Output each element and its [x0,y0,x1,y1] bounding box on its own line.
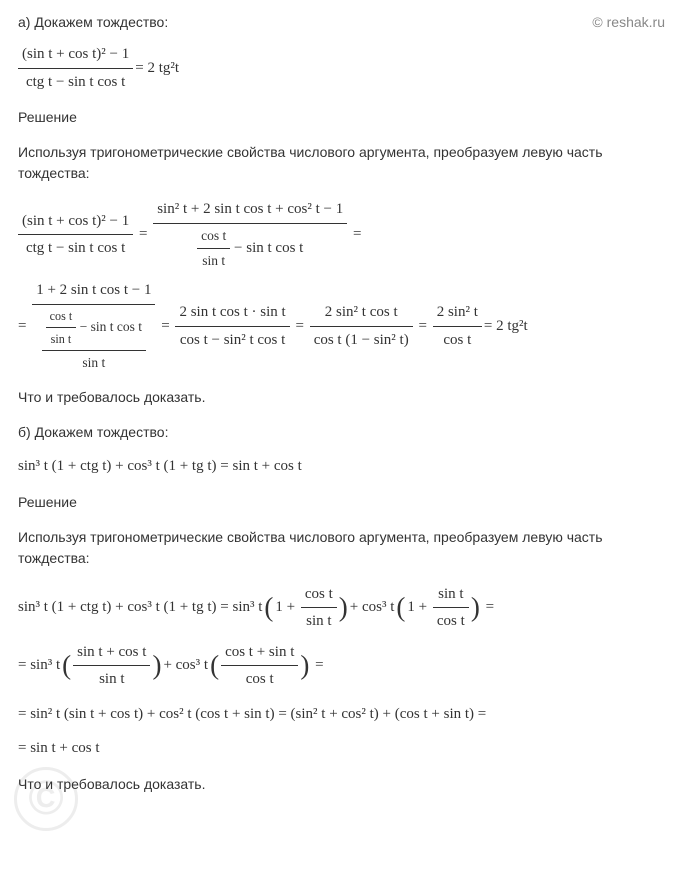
paren-close: ) [300,645,309,686]
inner-num: cos t [197,226,230,249]
line1-start: sin³ t (1 + ctg t) + cos³ t (1 + tg t) =… [18,596,262,619]
d: sin t [46,328,77,348]
equals: = [135,223,151,246]
part-b-chain-row4: = sin t + cos t [18,737,665,760]
chain-a-step6-num: 2 sin² t [433,301,482,327]
f1d: sin t [73,666,150,691]
part-a-solution-label: Решение [18,107,665,128]
part-a-title: а) Докажем тождество: [18,12,665,33]
den-after: − sin t cos t [234,240,303,256]
part-b-chain-row3: = sin² t (sin t + cos t) + cos² t (cos t… [18,703,665,726]
f1n: sin t + cos t [73,641,150,667]
equals: = [157,315,173,338]
part-b-conclusion: Что и требовалось доказать. [18,774,665,795]
identity-a-num: (sin t + cos t)² − 1 [18,43,133,69]
part-a-chain-row2: = 1 + 2 sin t cos t − 1 cos t sin t − si… [18,279,665,373]
equals: = [415,315,431,338]
part-b-chain-row1: sin³ t (1 + ctg t) + cos³ t (1 + tg t) =… [18,583,665,633]
chain-a-step3-num: 1 + 2 sin t cos t − 1 [32,279,155,305]
part-a-intro: Используя тригонометрические свойства чи… [18,142,665,184]
part-b-identity: sin³ t (1 + ctg t) + cos³ t (1 + tg t) =… [18,455,665,478]
after: − sin t cos t [80,318,142,333]
equals: = [482,596,494,619]
equals: = [311,654,323,677]
n: cos t [46,307,77,328]
line2-mid: + cos³ t [163,654,208,677]
step3-top: cos t sin t − sin t cos t [42,307,146,351]
paren-close: ) [152,645,161,686]
equals: = [18,315,30,338]
paren-open: ( [396,587,405,628]
chain-a-step2-den: cos t sin t − sin t cos t [153,224,347,272]
paren-close: ) [471,587,480,628]
part-a-identity: (sin t + cos t)² − 1 ctg t − sin t cos t… [18,43,665,93]
f2n: cos t + sin t [221,641,298,667]
chain-a-step6-den: cos t [433,327,482,352]
equals: = [292,315,308,338]
one-plus: 1 + [407,596,430,619]
step3-bottom: sin t [42,351,146,373]
paren-close: ) [339,587,348,628]
document-content: а) Докажем тождество: (sin t + cos t)² −… [18,12,665,795]
f2d: cos t [433,608,469,633]
f1d: sin t [301,608,337,633]
part-b-intro: Используя тригонометрические свойства чи… [18,527,665,569]
paren-open: ( [264,587,273,628]
paren-open: ( [62,645,71,686]
equals: = [349,223,361,246]
part-b-chain-row2: = sin³ t ( sin t + cos t sin t ) + cos³ … [18,641,665,691]
chain-a-step4-num: 2 sin t cos t · sin t [175,301,289,327]
chain-a-step3-den: cos t sin t − sin t cos t sin t [32,305,155,374]
inner-den: sin t [197,249,230,271]
f1n: cos t [301,583,337,609]
part-a-conclusion: Что и требовалось доказать. [18,387,665,408]
line2-start: = sin³ t [18,654,60,677]
chain-a-step5-den: cos t (1 − sin² t) [310,327,413,352]
paren-open: ( [210,645,219,686]
part-a-chain-row1: (sin t + cos t)² − 1 ctg t − sin t cos t… [18,198,665,271]
chain-a-step1-den: ctg t − sin t cos t [18,235,133,260]
chain-a-step4-den: cos t − sin² t cos t [175,327,289,352]
f2d: cos t [221,666,298,691]
identity-a-rhs: = 2 tg²t [135,57,179,80]
chain-a-step2-num: sin² t + 2 sin t cos t + cos² t − 1 [153,198,347,224]
chain-a-step1-num: (sin t + cos t)² − 1 [18,210,133,236]
chain-a-step5-num: 2 sin² t cos t [310,301,413,327]
f2n: sin t [433,583,469,609]
line1-mid: + cos³ t [350,596,395,619]
part-b-title: б) Докажем тождество: [18,422,665,443]
identity-a-den: ctg t − sin t cos t [18,69,133,94]
one-plus: 1 + [275,596,298,619]
part-b-solution-label: Решение [18,492,665,513]
chain-a-step7: = 2 tg²t [484,315,528,338]
